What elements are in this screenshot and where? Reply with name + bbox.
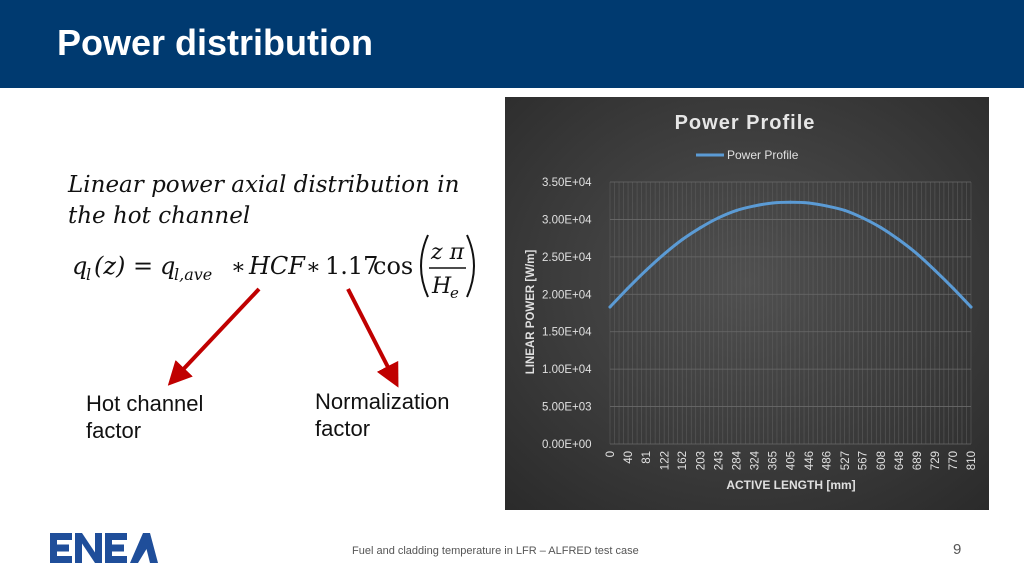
slide-title: Power distribution bbox=[57, 22, 374, 63]
x-tick-label: 446 bbox=[804, 451, 816, 470]
formula-description: Linear power axial distribution in the h… bbox=[68, 172, 460, 229]
x-tick-label: 203 bbox=[695, 451, 707, 470]
series-point bbox=[752, 204, 756, 208]
formula-q2: q bbox=[160, 252, 175, 280]
y-tick-label: 1.00E+04 bbox=[542, 364, 592, 376]
series-point bbox=[662, 252, 666, 256]
y-axis-label: LINEAR POWER [W/m] bbox=[525, 250, 537, 375]
formula-hcf: HCF bbox=[248, 252, 306, 280]
series-point bbox=[735, 208, 739, 212]
formula-qave-sub: l,ave bbox=[174, 265, 212, 284]
series-point bbox=[608, 305, 612, 309]
formula-right-paren bbox=[466, 234, 475, 298]
chart-svg: Power Profile Power Profile 0.00E+00 5.00… bbox=[505, 97, 989, 510]
x-axis-label: ACTIVE LENGTH [mm] bbox=[726, 478, 855, 492]
formula-denominator-sub: e bbox=[450, 284, 459, 302]
x-tick-label: 486 bbox=[822, 451, 834, 470]
y-tick-label: 0.00E+00 bbox=[542, 439, 592, 451]
x-tick-label: 527 bbox=[840, 451, 852, 470]
formula-mult-2: ∗ bbox=[306, 255, 321, 280]
series-point bbox=[807, 201, 811, 205]
hcf-arrow bbox=[167, 287, 261, 386]
series-point bbox=[680, 238, 684, 242]
chart-legend: Power Profile bbox=[696, 148, 799, 162]
power-formula: q l (z) = q l,ave ∗ HCF ∗ 1.17 cos z π H… bbox=[72, 234, 475, 302]
series-point bbox=[698, 226, 702, 230]
enea-logo bbox=[50, 533, 158, 563]
y-axis-ticks: 0.00E+00 5.00E+03 1.00E+04 1.50E+04 2.00E+04… bbox=[542, 177, 592, 451]
formula-coef: 1.17 bbox=[325, 252, 378, 280]
x-tick-label: 324 bbox=[749, 450, 761, 470]
x-tick-label: 567 bbox=[858, 451, 870, 470]
y-tick-label: 3.00E+04 bbox=[542, 214, 592, 226]
y-tick-label: 1.50E+04 bbox=[542, 327, 592, 339]
power-profile-chart: Power Profile Power Profile 0.00E+00 5.00… bbox=[505, 97, 989, 510]
formula-left-paren bbox=[420, 234, 429, 298]
y-tick-label: 2.50E+04 bbox=[542, 252, 592, 264]
series-point bbox=[825, 204, 829, 208]
x-tick-label: 608 bbox=[876, 451, 888, 470]
x-tick-label: 689 bbox=[912, 451, 924, 470]
x-axis-ticks: 0 40 81 122 162 203 243 284 324 365 405 446 486 527 56… bbox=[605, 450, 978, 470]
series-point bbox=[879, 226, 883, 230]
x-tick-label: 810 bbox=[966, 451, 978, 470]
y-tick-label: 2.00E+04 bbox=[542, 289, 592, 301]
series-point bbox=[626, 286, 630, 290]
x-tick-label: 648 bbox=[894, 451, 906, 470]
series-point bbox=[951, 286, 955, 290]
series-point bbox=[771, 201, 775, 205]
formula-denominator: H bbox=[431, 274, 452, 299]
x-tick-label: 284 bbox=[732, 450, 744, 470]
formula-equals: = bbox=[133, 252, 153, 280]
formula-cos: cos bbox=[373, 252, 413, 280]
x-tick-label: 40 bbox=[623, 451, 635, 464]
series-point bbox=[861, 216, 865, 220]
hot-channel-factor-label: Hot channel factor bbox=[86, 391, 204, 443]
series-point bbox=[897, 238, 901, 242]
x-tick-label: 365 bbox=[768, 451, 780, 470]
series-point bbox=[933, 268, 937, 272]
x-tick-label: 729 bbox=[930, 451, 942, 470]
plot-grid bbox=[609, 181, 972, 445]
series-point bbox=[716, 216, 720, 220]
x-tick-label: 162 bbox=[677, 451, 689, 470]
y-tick-label: 5.00E+03 bbox=[542, 402, 592, 414]
x-tick-label: 770 bbox=[948, 451, 960, 470]
formula-numerator: z π bbox=[430, 240, 465, 265]
chart-background bbox=[505, 97, 989, 510]
series-point bbox=[843, 208, 847, 212]
x-tick-label: 405 bbox=[786, 451, 798, 470]
normalization-arrow bbox=[346, 288, 399, 388]
page-number: 9 bbox=[953, 541, 962, 558]
annotation-arrows bbox=[167, 287, 399, 388]
series-point bbox=[644, 268, 648, 272]
title-bar: Power distribution bbox=[0, 0, 1024, 88]
x-tick-label: 81 bbox=[641, 451, 653, 464]
footer-text: Fuel and cladding temperature in LFR – A… bbox=[352, 545, 639, 557]
series-points bbox=[608, 200, 973, 309]
formula-mult-1: ∗ bbox=[231, 255, 246, 280]
formula-z-arg: (z) bbox=[94, 252, 125, 280]
formula-q: q bbox=[72, 252, 87, 280]
series-point bbox=[915, 252, 919, 256]
x-tick-label: 0 bbox=[605, 451, 617, 457]
series-point bbox=[969, 305, 973, 309]
y-tick-label: 3.50E+04 bbox=[542, 177, 592, 189]
formula-q-sub: l bbox=[86, 265, 91, 284]
x-tick-label: 122 bbox=[659, 451, 671, 470]
series-point bbox=[789, 200, 792, 204]
legend-label: Power Profile bbox=[727, 148, 799, 162]
normalization-factor-label: Normalization factor bbox=[315, 389, 450, 441]
x-tick-label: 243 bbox=[713, 451, 725, 470]
chart-title: Power Profile bbox=[675, 112, 816, 134]
